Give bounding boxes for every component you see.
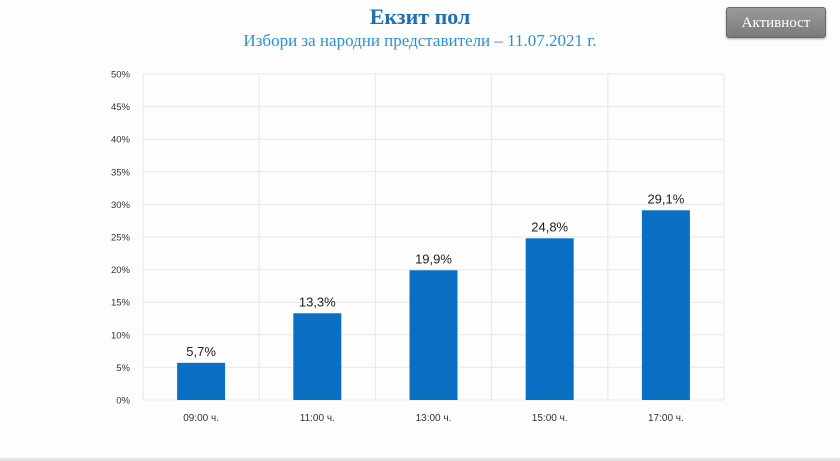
bottom-divider [0,458,840,461]
x-tick-label: 15:00 ч. [532,413,568,424]
x-tick-label: 13:00 ч. [416,413,452,424]
y-tick-label: 35% [111,167,131,178]
chart-title: Екзит пол [369,4,471,29]
y-tick-label: 40% [111,135,131,146]
bar [177,362,226,400]
activity-button[interactable]: Активност [726,7,826,38]
chart-subtitle: Избори за народни представители – 11.07.… [243,31,597,50]
y-tick-label: 50% [111,70,131,81]
bar [409,270,458,400]
value-labels: 5,7% 13,3% 19,9% 24,8% 29,1% [186,191,684,359]
bar-value-label: 19,9% [415,251,452,266]
y-tick-label: 0% [116,396,130,407]
y-tick-label: 10% [111,330,131,341]
y-tick-label: 25% [111,233,131,244]
bar [293,313,342,400]
y-tick-label: 30% [111,200,131,211]
x-axis-ticks: 09:00 ч. 11:00 ч. 13:00 ч. 15:00 ч. 17:00 ч. [183,413,684,424]
y-tick-label: 45% [111,102,131,113]
y-axis-ticks: 0% 5% 10% 15% 20% 25% 30% 35% 40% 45% 50% [111,70,131,407]
bar-value-label: 13,3% [299,294,336,309]
bars [177,210,690,400]
x-tick-label: 17:00 ч. [648,413,684,424]
y-tick-label: 15% [111,298,131,309]
bar [641,210,690,400]
y-tick-label: 5% [116,363,130,374]
bar-value-label: 29,1% [647,191,684,206]
bar-value-label: 24,8% [531,219,568,234]
y-tick-label: 20% [111,265,131,276]
bar-value-label: 5,7% [186,344,216,359]
x-tick-label: 11:00 ч. [300,413,335,424]
x-tick-label: 09:00 ч. [183,413,219,424]
bar [525,238,574,400]
